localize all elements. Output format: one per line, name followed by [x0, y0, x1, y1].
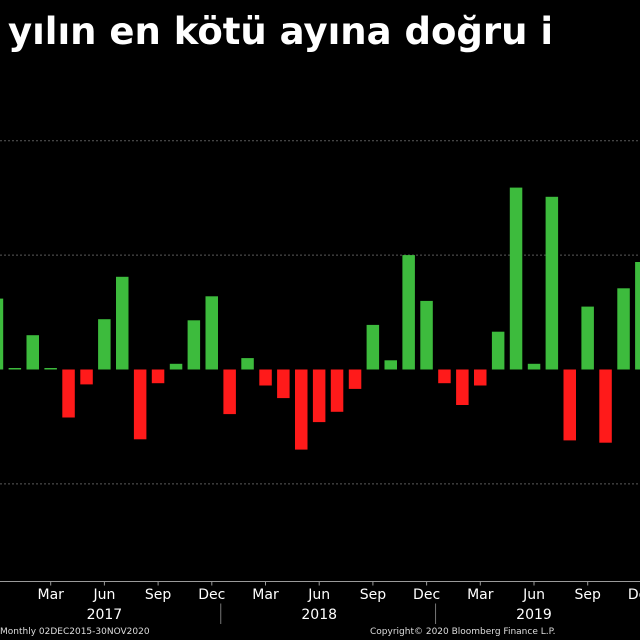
- bar-2019-06: [527, 363, 541, 370]
- footer-range-label: Monthly 02DEC2015-30NOV2020: [0, 627, 150, 637]
- bar-2018-05: [295, 369, 308, 450]
- bar-2017-04: [62, 369, 75, 418]
- bar-2017-11: [187, 320, 201, 370]
- bar-2017-01: [8, 368, 22, 370]
- x-tick-label: Sep: [145, 587, 172, 603]
- x-tick-label: Jun: [92, 587, 115, 603]
- bar-2019-02: [456, 369, 469, 405]
- bar-2018-02: [241, 358, 254, 370]
- bar-2019-04: [491, 331, 505, 370]
- bar-2019-11: [617, 288, 630, 370]
- year-label: 2018: [301, 607, 337, 623]
- bar-2017-07: [116, 276, 129, 370]
- bar-2019-09: [581, 306, 594, 370]
- bar-2018-06: [312, 369, 326, 423]
- bar-2018-11: [402, 255, 415, 370]
- bar-2018-03: [259, 369, 272, 386]
- x-tick-label: Sep: [360, 587, 387, 603]
- bar-2018-12: [420, 300, 433, 370]
- bar-2019-12: [635, 262, 640, 370]
- x-tick-label: Mar: [252, 587, 279, 603]
- bar-2018-01: [223, 369, 236, 415]
- x-axis: Mar Jun Sep Dec Mar Jun Sep Dec Mar Jun Sep Dec 2017…: [0, 581, 640, 624]
- bar-2017-06: [98, 319, 111, 370]
- bar-2017-03: [44, 368, 57, 370]
- bar-2019-08: [563, 369, 576, 441]
- bar-2019-05: [509, 187, 523, 370]
- bar-2019-07: [545, 196, 559, 370]
- bar-2019-01: [438, 369, 451, 384]
- bar-2018-04: [277, 369, 290, 399]
- x-tick-label: Dec: [198, 587, 225, 603]
- bar-2017-10: [169, 363, 183, 370]
- bar-2016-12: [0, 298, 4, 370]
- bar-2017-08: [133, 369, 147, 440]
- year-label: 2017: [87, 607, 123, 623]
- gridlines: [0, 140, 640, 485]
- bar-2017-12: [205, 296, 218, 370]
- x-tick-label: Dec: [413, 587, 440, 603]
- x-tick-label: Dec: [628, 587, 640, 603]
- chart-title: yılın en kötü ayına doğru i: [8, 10, 554, 53]
- x-tick-label: Mar: [467, 587, 494, 603]
- x-tick-label: Jun: [307, 587, 330, 603]
- bars: [0, 187, 640, 450]
- x-tick-label: Sep: [575, 587, 602, 603]
- x-tick-label: Mar: [37, 587, 64, 603]
- bar-2018-08: [348, 369, 362, 389]
- bar-2019-10: [599, 369, 612, 443]
- bar-2017-05: [80, 369, 93, 385]
- bar-2017-02: [26, 335, 39, 370]
- footer-copyright: Copyright© 2020 Bloomberg Finance L.P.: [370, 627, 556, 637]
- year-label: 2019: [516, 607, 552, 623]
- bar-2018-10: [384, 360, 397, 370]
- bar-2018-09: [366, 324, 380, 370]
- x-tick-label: Jun: [522, 587, 545, 603]
- bar-2018-07: [330, 369, 344, 412]
- bar-2017-09: [151, 369, 165, 384]
- bar-2019-03: [474, 369, 487, 386]
